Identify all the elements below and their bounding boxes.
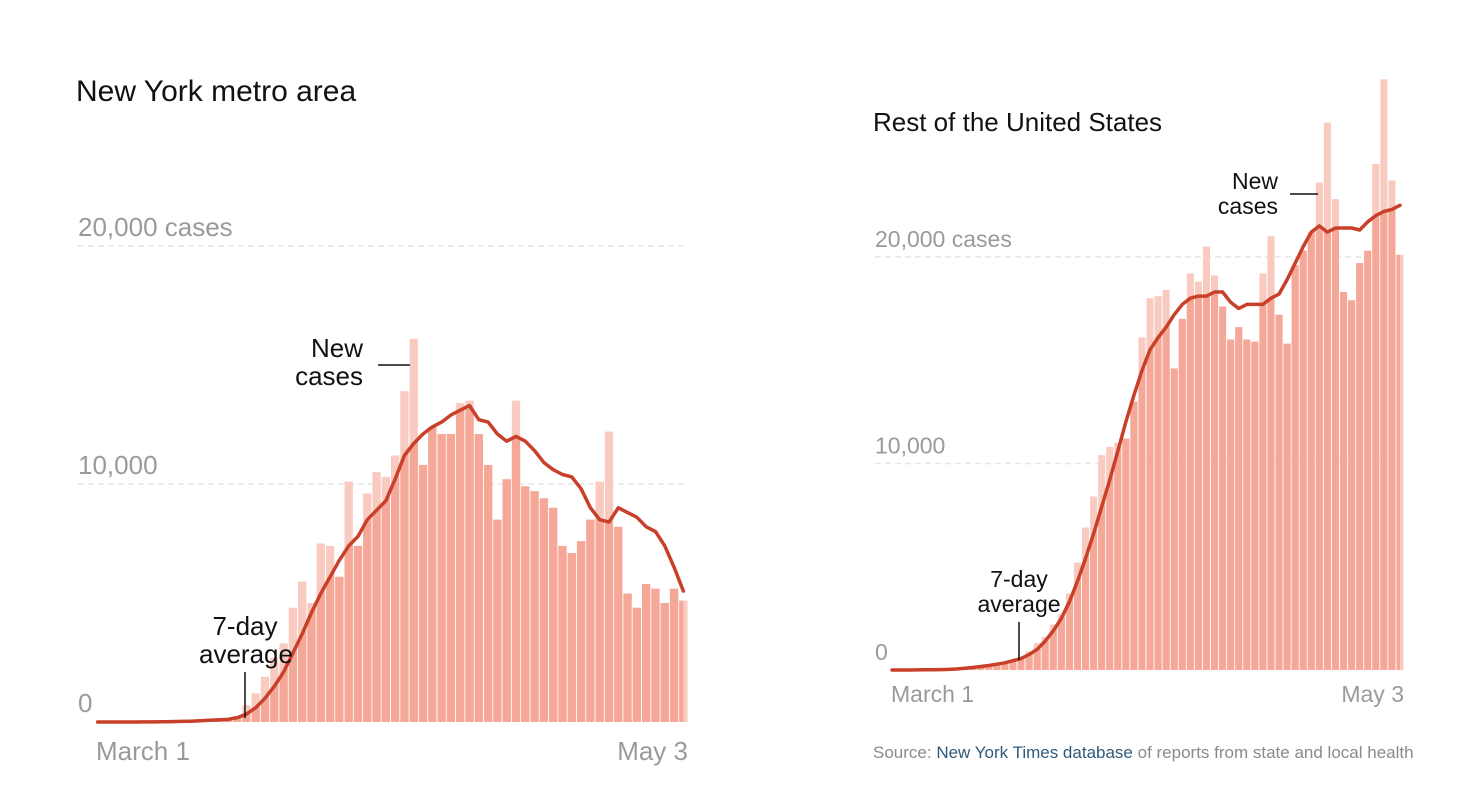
chart-title: Rest of the United States [873, 107, 1162, 137]
series-label: 7-day average [199, 611, 293, 670]
source-prefix: Source: [873, 743, 932, 762]
source-link[interactable]: New York Times database [936, 743, 1133, 762]
x-tick-label: March 1 [891, 681, 974, 707]
y-tick-label: 0 [875, 639, 888, 665]
chart-title: New York metro area [76, 75, 356, 108]
x-tick-label: May 3 [1341, 681, 1404, 707]
source-rest: of reports from state and local health [1137, 743, 1414, 762]
y-tick-label: 0 [78, 688, 92, 718]
x-tick-label: May 3 [617, 736, 688, 766]
source: Source: New York Times database of repor… [873, 743, 1414, 763]
y-tick-label: 20,000 cases [875, 226, 1012, 252]
series-label: New cases [295, 333, 363, 392]
average-line [890, 203, 1402, 672]
y-tick-label: 20,000 cases [78, 212, 233, 242]
series-label: New cases [1217, 168, 1278, 219]
average-area [130, 405, 684, 722]
average-line [95, 403, 686, 724]
x-tick-label: March 1 [96, 736, 190, 766]
y-tick-label: 10,000 [78, 450, 158, 480]
series-label: 7-day average [977, 566, 1061, 617]
y-tick-label: 10,000 [875, 432, 945, 458]
